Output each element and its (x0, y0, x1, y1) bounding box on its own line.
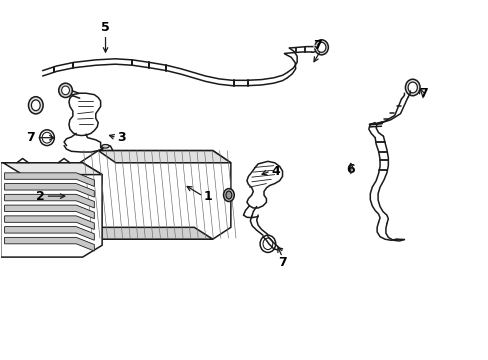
Text: 7: 7 (278, 256, 286, 269)
Text: 5: 5 (101, 21, 110, 34)
Ellipse shape (407, 82, 416, 93)
Polygon shape (80, 227, 212, 239)
Polygon shape (3, 163, 102, 175)
Polygon shape (80, 150, 230, 239)
Ellipse shape (61, 86, 69, 95)
Ellipse shape (40, 130, 54, 145)
Polygon shape (4, 173, 94, 186)
Polygon shape (0, 163, 102, 257)
Polygon shape (246, 161, 282, 208)
Text: 1: 1 (203, 190, 212, 203)
Text: 7: 7 (26, 131, 35, 144)
Text: 7: 7 (419, 87, 427, 100)
Text: 2: 2 (36, 190, 45, 203)
Ellipse shape (223, 189, 234, 202)
Polygon shape (4, 226, 94, 240)
Ellipse shape (28, 97, 43, 114)
Polygon shape (69, 93, 101, 135)
Ellipse shape (42, 132, 52, 143)
Ellipse shape (31, 100, 40, 111)
Text: 6: 6 (346, 163, 354, 176)
Ellipse shape (59, 83, 72, 98)
Ellipse shape (317, 42, 325, 52)
Polygon shape (4, 237, 94, 251)
Polygon shape (98, 150, 230, 163)
Polygon shape (4, 184, 94, 197)
Ellipse shape (102, 144, 109, 148)
Ellipse shape (263, 238, 272, 249)
Polygon shape (4, 216, 94, 229)
Ellipse shape (225, 191, 231, 199)
Ellipse shape (405, 79, 419, 96)
Text: 7: 7 (313, 39, 322, 52)
Polygon shape (4, 194, 94, 208)
Ellipse shape (314, 40, 328, 55)
Text: 3: 3 (117, 131, 126, 144)
Text: 4: 4 (271, 165, 280, 177)
Polygon shape (4, 205, 94, 219)
Ellipse shape (260, 235, 275, 252)
